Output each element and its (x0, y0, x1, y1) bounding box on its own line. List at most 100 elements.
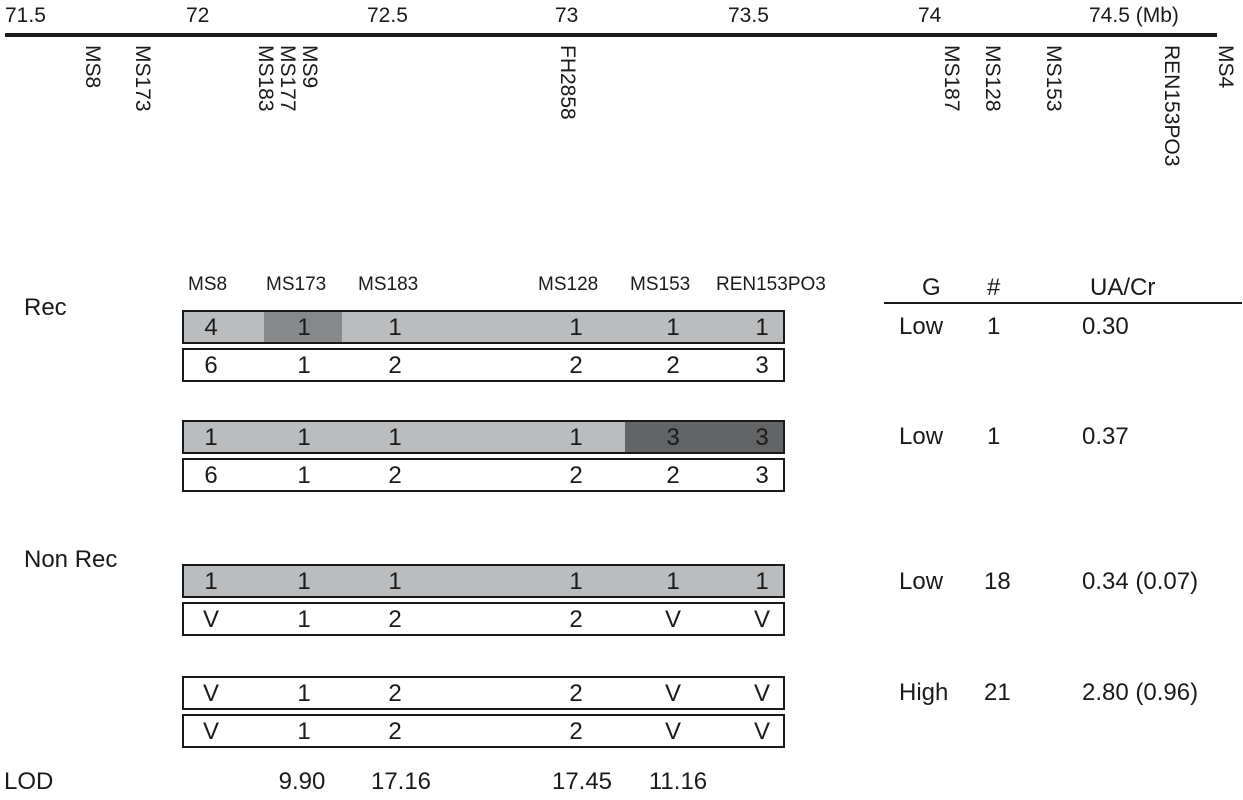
haplotype-cell-value: 1 (297, 352, 311, 379)
haplotype-bar: 6 1 2 2 2 3 (182, 458, 785, 492)
haplotype-cell-fill (264, 350, 342, 380)
haplotype-cell-value: 6 (204, 352, 218, 379)
column-header: MS183 (358, 274, 419, 295)
haplotype-cell-fill (625, 604, 714, 634)
haplotype-cell-value: 1 (297, 606, 311, 633)
table-cell-ua-cr: 2.80 (0.96) (1082, 679, 1199, 706)
haplotype-cell-value: V (753, 606, 771, 633)
table-header-g: G (922, 274, 941, 301)
haplotype-cell-value: V (664, 680, 682, 707)
haplotype-cell-fill (532, 312, 625, 342)
haplotype-cell-fill (532, 566, 625, 596)
tick-label: 74.5 (Mb) (1089, 4, 1179, 27)
haplotype-cell-value: 1 (388, 424, 402, 451)
haplotype-cell-fill (714, 678, 783, 708)
haplotype-cell-value: 2 (569, 606, 583, 633)
marker-label: MS187 (940, 45, 963, 112)
table-cell-count: 21 (984, 679, 1011, 706)
haplotype-cell-value: 1 (297, 462, 311, 489)
table-cell-ua-cr: 0.30 (1082, 313, 1129, 340)
haplotype-cell-fill (184, 716, 264, 746)
marker-label: MS8 (81, 45, 104, 89)
haplotype-cell-fill (184, 604, 264, 634)
haplotype-bar: V 1 2 2 V V (182, 714, 785, 748)
haplotype-cell-value: 1 (297, 568, 311, 595)
haplotype-bar: V 1 2 2 V V (182, 676, 785, 710)
haplotype-cell-fill (342, 604, 532, 634)
haplotype-cell-fill (342, 716, 532, 746)
haplotype-cell-fill (184, 566, 264, 596)
haplotype-cell-value: 1 (755, 314, 769, 341)
haplotype-cell-value: 3 (666, 424, 680, 451)
haplotype-cell-value: 1 (666, 314, 680, 341)
marker-label: MS128 (981, 45, 1004, 112)
group-label-rec: Rec (24, 294, 67, 321)
haplotype-cell-fill (532, 350, 625, 380)
table-cell-count: 1 (987, 313, 1001, 340)
table-cell-ua-cr: 0.34 (0.07) (1082, 568, 1199, 595)
haplotype-cell-fill (532, 604, 625, 634)
tick-label: 73 (555, 4, 579, 27)
marker-label: MS4 (1214, 45, 1237, 89)
haplotype-cell-fill (532, 460, 625, 490)
haplotype-cell-value: 4 (204, 314, 218, 341)
haplotype-cell-value: 2 (569, 680, 583, 707)
haplotype-cell-value: 2 (666, 352, 680, 379)
haplotype-cell-value: 1 (297, 718, 311, 745)
lod-value: 17.16 (370, 768, 432, 795)
haplotype-cell-value: 1 (569, 424, 583, 451)
haplotype-cell-fill (625, 716, 714, 746)
haplotype-cell-value: V (202, 718, 220, 745)
haplotype-cell-value: 3 (755, 352, 769, 379)
haplotype-cell-value: V (664, 718, 682, 745)
haplotype-cell-value: 2 (666, 462, 680, 489)
haplotype-bar: 1 1 1 1 3 3 (182, 420, 785, 454)
haplotype-cell-fill (714, 312, 783, 342)
haplotype-cell-fill (342, 422, 532, 452)
haplotype-cell-value: 1 (297, 314, 311, 341)
haplotype-bar: 4 1 1 1 1 1 (182, 310, 785, 344)
table-cell-group: Low (899, 568, 944, 595)
haplotype-cell-value: 3 (755, 462, 769, 489)
haplotype-cell-value: 2 (388, 352, 402, 379)
haplotype-cell-value: 1 (388, 314, 402, 341)
haplotype-cell-fill (342, 678, 532, 708)
haplotype-cell-fill (342, 566, 532, 596)
marker-label: FH2858 (556, 45, 579, 120)
haplotype-cell-fill (714, 460, 783, 490)
table-header-count: # (987, 274, 1001, 301)
haplotype-cell-fill (184, 460, 264, 490)
haplotype-cell-fill (714, 350, 783, 380)
table-cell-count: 18 (984, 568, 1011, 595)
table-header-rule (884, 302, 1242, 304)
haplotype-cell-value: V (753, 680, 771, 707)
haplotype-cell-value: 1 (297, 680, 311, 707)
haplotype-cell-value: 2 (569, 352, 583, 379)
haplotype-cell-fill (184, 312, 264, 342)
haplotype-cell-fill (625, 312, 714, 342)
tick-label: 71.5 (5, 4, 46, 27)
haplotype-bar: 6 1 2 2 2 3 (182, 348, 785, 382)
haplotype-cell-fill (532, 716, 625, 746)
haplotype-cell-fill (532, 678, 625, 708)
haplotype-cell-value: 2 (388, 718, 402, 745)
haplotype-cell-fill (714, 716, 783, 746)
haplotype-cell-fill (264, 716, 342, 746)
haplotype-cell-fill (625, 350, 714, 380)
haplotype-bar: 1 1 1 1 1 1 (182, 564, 785, 598)
lod-value: 9.90 (278, 768, 326, 795)
column-header: MS153 (630, 274, 691, 295)
column-header: MS173 (266, 274, 327, 295)
table-cell-group: High (899, 679, 949, 706)
tick-label: 73.5 (728, 4, 769, 27)
haplotype-cell-fill (714, 422, 783, 452)
haplotype-cell-fill (264, 604, 342, 634)
column-header: MS128 (538, 274, 599, 295)
haplotype-cell-fill (342, 312, 532, 342)
haplotype-cell-value: V (202, 606, 220, 633)
haplotype-cell-fill (714, 566, 783, 596)
marker-label: MS9 (298, 45, 321, 89)
haplotype-cell-value: V (202, 680, 220, 707)
haplotype-cell-fill (532, 422, 625, 452)
haplotype-cell-value: 2 (569, 718, 583, 745)
